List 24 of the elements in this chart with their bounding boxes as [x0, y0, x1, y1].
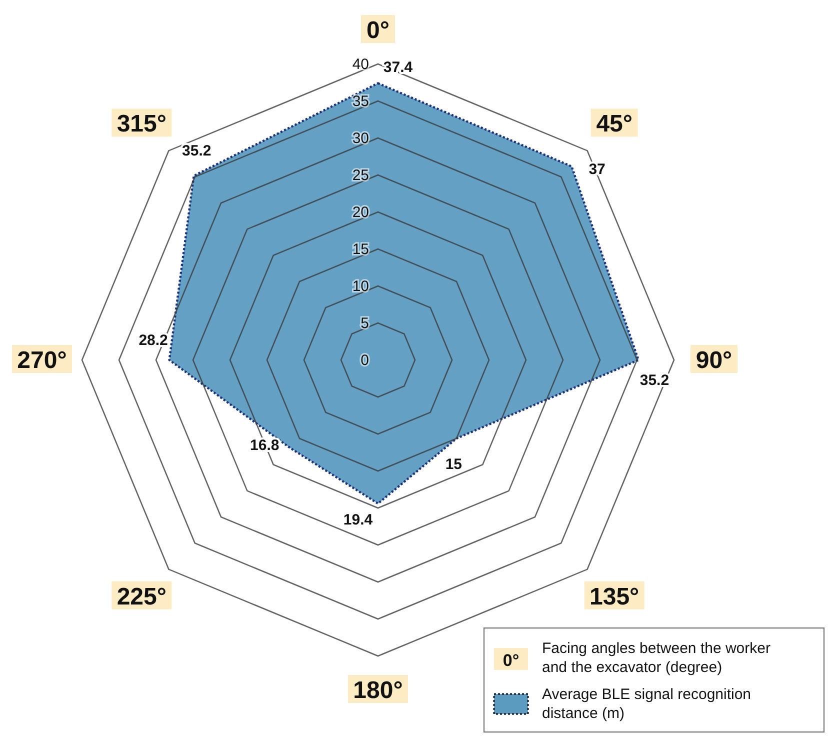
y-tick-label: 15: [352, 241, 369, 258]
legend-label: Average BLE signal recognition distance (m): [542, 686, 752, 722]
y-tick-label: 35: [352, 93, 369, 110]
spoke-label: 135°: [590, 583, 640, 610]
text: Facing angles between the worker and the excavator (degree): [542, 640, 770, 676]
y-tick-label: 40: [352, 56, 369, 73]
data-label: 37.4: [383, 59, 414, 76]
y-tick-label: 20: [352, 204, 369, 221]
spoke-label: 270°: [17, 347, 67, 374]
spoke-label: 225°: [116, 583, 166, 610]
y-tick-label: 30: [352, 130, 369, 147]
y-tick-label: 25: [352, 167, 369, 184]
spoke-label: 0°: [366, 17, 390, 44]
data-label: 35.2: [182, 142, 212, 160]
spoke-label: 315°: [116, 110, 166, 138]
data-label: 15: [445, 456, 462, 473]
y-tick-label: 10: [352, 278, 369, 295]
spoke-label: 90°: [696, 347, 732, 374]
data-label: 19.4: [343, 512, 374, 529]
spoke-label: 180°: [353, 677, 403, 704]
spoke-label: 45°: [596, 110, 632, 138]
y-tick-label: 0: [360, 352, 369, 369]
y-tick-label: 5: [360, 315, 369, 332]
category-label: 0°: [502, 651, 520, 670]
